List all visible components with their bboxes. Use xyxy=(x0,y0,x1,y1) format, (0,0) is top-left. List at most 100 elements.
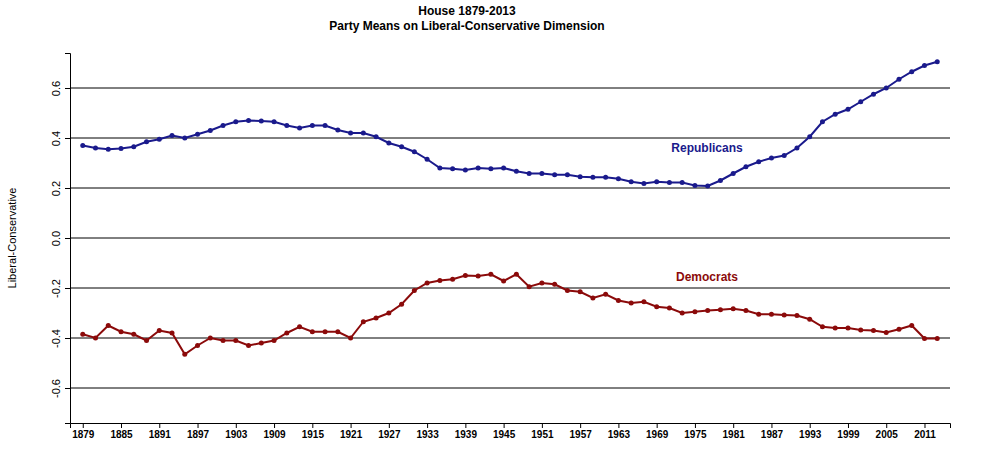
y-tick-label: 0.0 xyxy=(50,231,62,246)
data-point xyxy=(386,311,391,316)
x-tick: 2011 xyxy=(914,423,936,440)
subtitle: Party Means on Liberal-Conservative Dime… xyxy=(329,19,604,33)
data-point xyxy=(552,282,557,287)
grid-line xyxy=(70,388,950,389)
x-tick-mark xyxy=(810,423,811,428)
data-point xyxy=(259,119,264,124)
x-tick-mark xyxy=(733,423,734,428)
x-tick: 1939 xyxy=(455,423,478,440)
x-tick-mark xyxy=(274,423,275,428)
y-tick-mark xyxy=(65,238,70,239)
y-tick-label: 0.6 xyxy=(50,81,62,96)
data-point xyxy=(603,175,608,180)
data-point xyxy=(514,169,519,174)
data-point xyxy=(756,159,761,164)
x-tick: 1891 xyxy=(149,423,172,440)
x-tick-mark xyxy=(848,423,849,428)
data-point xyxy=(896,327,901,332)
data-point xyxy=(833,326,838,331)
data-point xyxy=(93,336,98,341)
data-point xyxy=(552,172,557,177)
data-point xyxy=(629,179,634,184)
data-point xyxy=(425,157,430,162)
x-tick-mark xyxy=(121,423,122,428)
data-point xyxy=(310,329,315,334)
data-point xyxy=(157,328,162,333)
y-tick-label: -0.6 xyxy=(50,379,62,398)
data-point xyxy=(476,166,481,171)
data-point xyxy=(208,336,213,341)
y-tick: 0.0 xyxy=(50,231,70,246)
y-tick-mark xyxy=(65,138,70,139)
x-tick: 1933 xyxy=(416,423,439,440)
data-point xyxy=(246,118,251,123)
x-tick: 1987 xyxy=(761,423,784,440)
grid-line xyxy=(70,188,950,189)
x-tick-mark xyxy=(427,423,428,428)
x-tick: 1885 xyxy=(110,423,133,440)
x-tick-mark xyxy=(618,423,619,428)
x-tick-label: 1897 xyxy=(187,429,210,440)
data-point xyxy=(603,292,608,297)
x-tick: 1879 xyxy=(72,423,95,440)
x-tick-label: 1915 xyxy=(302,429,325,440)
data-point xyxy=(476,274,481,279)
y-tick-mark xyxy=(65,88,70,89)
x-tick-label: 1885 xyxy=(110,429,133,440)
data-point xyxy=(348,336,353,341)
data-point xyxy=(527,284,532,289)
x-tick-mark xyxy=(771,423,772,428)
y-tick: -0.2 xyxy=(50,279,70,298)
data-point xyxy=(858,328,863,333)
data-point xyxy=(412,288,417,293)
data-point xyxy=(794,146,799,151)
data-point xyxy=(182,136,187,141)
data-point xyxy=(348,131,353,136)
x-tick-mark xyxy=(657,423,658,428)
data-point xyxy=(654,179,659,184)
x-tick: 1945 xyxy=(493,423,516,440)
data-point xyxy=(374,316,379,321)
data-point xyxy=(425,281,430,286)
x-tick-mark xyxy=(159,423,160,428)
data-point xyxy=(170,133,175,138)
data-point xyxy=(131,332,136,337)
data-point xyxy=(106,323,111,328)
data-point xyxy=(119,329,124,334)
data-point xyxy=(769,156,774,161)
data-point xyxy=(386,141,391,146)
x-tick-label: 1987 xyxy=(761,429,784,440)
data-point xyxy=(896,77,901,82)
data-point xyxy=(335,128,340,133)
x-tick: 1969 xyxy=(646,423,669,440)
y-tick-mark xyxy=(65,288,70,289)
data-point xyxy=(335,329,340,334)
data-point xyxy=(144,139,149,144)
data-point xyxy=(437,166,442,171)
data-point xyxy=(756,312,761,317)
data-point xyxy=(463,273,468,278)
data-point xyxy=(488,166,493,171)
x-tick-mark xyxy=(236,423,237,428)
data-point xyxy=(284,331,289,336)
y-tick: 0.4 xyxy=(50,131,70,146)
data-point xyxy=(692,183,697,188)
x-tick-mark xyxy=(695,423,696,428)
data-point xyxy=(488,272,493,277)
y-axis-title: Liberal-Conservative xyxy=(6,188,18,289)
y-axis: -0.6-0.4-0.20.00.20.40.6 xyxy=(50,54,71,424)
x-tick: 1993 xyxy=(799,423,822,440)
x-tick: 1963 xyxy=(608,423,631,440)
x-axis: 1879188518911897190319091915192119271933… xyxy=(71,423,951,440)
data-point xyxy=(667,180,672,185)
data-point xyxy=(820,119,825,124)
data-point xyxy=(731,171,736,176)
data-point xyxy=(259,341,264,346)
x-tick-label: 1993 xyxy=(799,429,822,440)
data-point xyxy=(221,123,226,128)
data-point xyxy=(565,172,570,177)
grid-line xyxy=(70,238,950,239)
data-point xyxy=(297,324,302,329)
data-point xyxy=(106,147,111,152)
x-tick: 1915 xyxy=(302,423,325,440)
